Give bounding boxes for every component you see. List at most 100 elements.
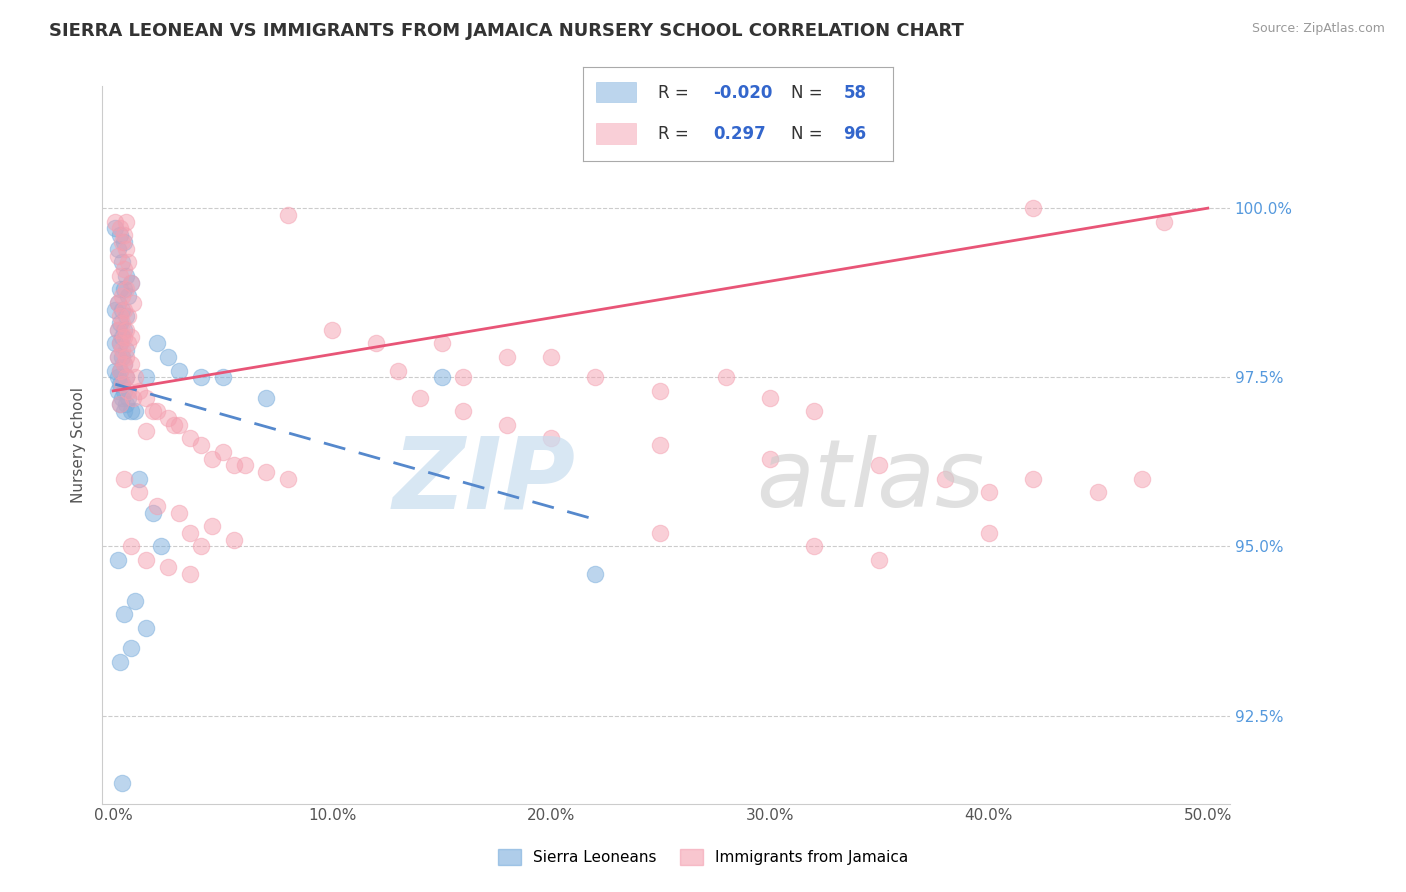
Point: [120, 404, 142, 418]
Point: [190, 370, 212, 384]
Point: [111, 302, 134, 317]
Point: [111, 776, 134, 790]
Text: 0.297: 0.297: [713, 126, 766, 144]
Point: [120, 640, 142, 655]
Point: [108, 310, 131, 324]
Point: [112, 323, 135, 337]
Point: [117, 391, 139, 405]
Point: [277, 208, 299, 222]
Point: [108, 655, 131, 669]
Point: [1130, 472, 1153, 486]
Text: N =: N =: [790, 126, 828, 144]
Point: [107, 384, 129, 398]
Point: [112, 384, 135, 398]
Point: [108, 268, 131, 283]
Point: [759, 451, 782, 466]
Point: [146, 499, 169, 513]
Point: [111, 391, 134, 405]
Point: [650, 384, 672, 398]
Point: [112, 262, 135, 277]
Point: [277, 472, 299, 486]
Point: [121, 391, 143, 405]
Text: -0.020: -0.020: [713, 84, 773, 102]
Point: [104, 363, 127, 377]
Point: [583, 370, 606, 384]
Point: [540, 431, 562, 445]
Point: [111, 316, 134, 330]
Point: [128, 472, 150, 486]
Point: [146, 404, 169, 418]
Point: [117, 255, 139, 269]
Point: [156, 559, 179, 574]
FancyBboxPatch shape: [596, 82, 636, 103]
Point: [108, 282, 131, 296]
Point: [142, 404, 165, 418]
Point: [124, 404, 146, 418]
Point: [107, 350, 129, 364]
Point: [111, 343, 134, 358]
Point: [112, 472, 135, 486]
Point: [583, 566, 606, 581]
Point: [120, 540, 142, 554]
Point: [496, 417, 519, 432]
Point: [107, 323, 129, 337]
Point: [115, 370, 138, 384]
Point: [108, 316, 131, 330]
Point: [453, 370, 475, 384]
Text: atlas: atlas: [756, 435, 984, 526]
Point: [201, 519, 224, 533]
Point: [201, 451, 224, 466]
Point: [211, 444, 233, 458]
Point: [430, 370, 453, 384]
Point: [121, 296, 143, 310]
Point: [179, 431, 201, 445]
Point: [117, 336, 139, 351]
Point: [977, 525, 1000, 540]
Point: [156, 350, 179, 364]
Text: R =: R =: [658, 126, 693, 144]
Point: [120, 276, 142, 290]
Text: ZIP: ZIP: [392, 433, 576, 529]
Point: [1087, 485, 1109, 500]
Point: [111, 377, 134, 392]
Point: [115, 268, 138, 283]
Point: [233, 458, 256, 473]
Point: [111, 235, 134, 249]
Point: [167, 506, 190, 520]
Point: [112, 235, 135, 249]
Point: [107, 296, 129, 310]
Point: [107, 242, 129, 256]
Point: [115, 397, 138, 411]
Point: [115, 370, 138, 384]
Point: [107, 248, 129, 262]
Point: [112, 404, 135, 418]
Point: [107, 553, 129, 567]
Point: [150, 540, 173, 554]
Point: [104, 302, 127, 317]
Point: [117, 310, 139, 324]
Text: 96: 96: [844, 126, 866, 144]
Legend: Sierra Leoneans, Immigrants from Jamaica: Sierra Leoneans, Immigrants from Jamaica: [492, 843, 914, 871]
Point: [112, 302, 135, 317]
Point: [115, 343, 138, 358]
Point: [190, 540, 212, 554]
Point: [254, 465, 277, 479]
Point: [156, 411, 179, 425]
Point: [714, 370, 737, 384]
Point: [977, 485, 1000, 500]
Point: [142, 506, 165, 520]
Text: 58: 58: [844, 84, 866, 102]
Point: [108, 397, 131, 411]
Point: [167, 417, 190, 432]
Point: [111, 329, 134, 343]
Point: [108, 221, 131, 235]
Point: [120, 276, 142, 290]
Point: [222, 458, 245, 473]
Point: [222, 533, 245, 547]
Point: [104, 215, 127, 229]
Point: [124, 370, 146, 384]
Point: [107, 296, 129, 310]
Point: [104, 336, 127, 351]
Point: [108, 397, 131, 411]
Point: [803, 404, 825, 418]
